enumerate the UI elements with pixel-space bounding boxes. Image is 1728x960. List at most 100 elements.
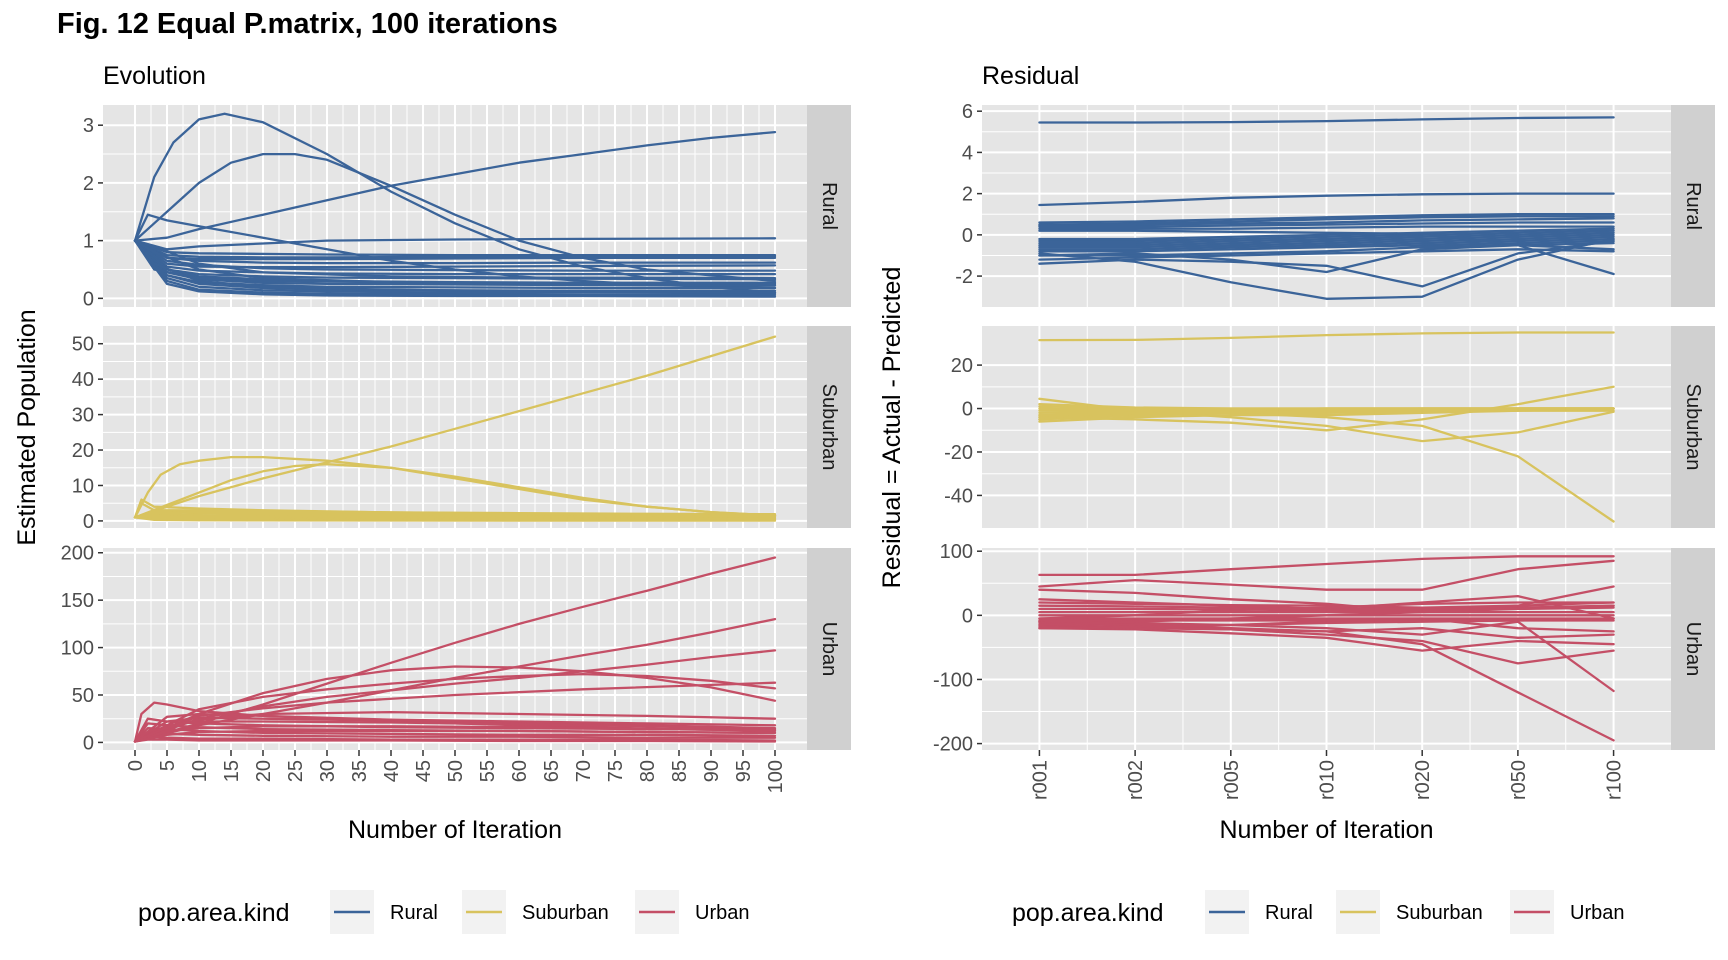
series-line-rural-17 [1038,248,1615,261]
y-tick-label: 0 [962,605,973,627]
series-line-rural-18 [1038,229,1615,251]
y-tick-label: 1 [83,231,94,253]
series-line-rural-7 [1038,217,1615,227]
series-line-rural-6 [133,239,777,259]
series-line-urban-17 [1038,594,1615,620]
series-line-rural-10 [1038,229,1615,243]
x-tick-label: 70 [573,760,595,782]
x-tick-label: r005 [1221,760,1243,800]
series-group [1038,116,1615,300]
facet-suburban: -40 -20 0 20 Suburban [944,326,1715,528]
facet-strip-label: Urban [818,622,840,676]
y-tick-label: 100 [940,541,973,563]
y-tick-label: 50 [72,685,94,707]
y-tick-label: 50 [72,334,94,356]
legend-label-rural: Rural [1265,902,1313,924]
x-tick-label: 80 [637,760,659,782]
y-tick-label: 0 [83,511,94,533]
series-line-rural-9 [133,239,777,269]
series-line-urban-17 [133,710,777,743]
series-line-urban-16 [1038,617,1615,630]
facet-strip [1671,105,1715,307]
y-tick-label: 40 [72,369,94,391]
x-tick-label: r001 [1029,760,1051,800]
series-line-rural-19 [133,239,777,298]
facet-strip-label: Suburban [1682,384,1704,471]
series-group [133,112,777,298]
chart-1: Residual-20246Rural-40-20020Suburban-200… [878,62,1715,934]
y-tick-label: 30 [72,405,94,427]
legend-label-rural: Rural [390,902,438,924]
series-line-rural-3 [1038,239,1615,288]
facet-strip [1671,548,1715,750]
x-axis-title: Number of Iteration [348,816,562,844]
series-line-rural-19 [1038,227,1615,241]
y-axis-title: Estimated Population [13,309,41,545]
y-tick-label: -2 [955,266,973,288]
series-line-suburban-0 [133,335,777,519]
facet-rural: 0 1 2 3 Rural [83,105,851,310]
series-line-rural-4 [133,237,777,251]
chart-subtitle: Residual [982,62,1079,90]
y-tick-label: -40 [944,485,973,507]
x-tick-label: 20 [253,760,275,782]
series-line-rural-12 [1038,233,1615,247]
series-line-suburban-13 [1038,407,1615,417]
series-line-urban-19 [1038,604,1615,627]
series-group [133,335,777,522]
y-tick-label: -20 [944,442,973,464]
series-line-urban-6 [1038,620,1615,693]
series-group [1038,331,1615,523]
facet-strip-label: Rural [818,182,840,230]
series-line-urban-8 [1038,617,1615,633]
series-line-rural-2 [133,130,777,242]
series-line-rural-0 [1038,116,1615,124]
y-tick-label: 20 [951,355,973,377]
y-tick-label: 0 [83,732,94,754]
x-axis-title: Number of Iteration [1220,816,1434,844]
facet-rural: -2 0 2 4 6 Rural [955,101,1715,307]
x-tick-label: 60 [509,760,531,782]
y-tick-label: 4 [962,142,973,164]
facet-urban: -200 -100 0 100 Urban [933,541,1715,756]
series-line-rural-10 [133,239,777,272]
series-line-suburban-2 [1038,385,1615,432]
x-tick-label: 5 [157,760,179,771]
facet-suburban: 0 10 20 30 40 50 Suburban [72,326,851,533]
facet-urban: 0 50 100 150 200 Urban [61,543,851,754]
x-tick-label: 10 [189,760,211,782]
y-tick-label: 100 [61,638,94,660]
facet-strip [807,326,851,528]
chart-subtitle: Evolution [103,62,206,90]
series-line-urban-0 [1038,555,1615,577]
y-tick-label: -200 [933,734,973,756]
x-tick-label: r020 [1412,760,1434,800]
y-tick-label: 0 [83,288,94,310]
series-line-rural-8 [1038,221,1615,228]
y-tick-label: 0 [962,399,973,421]
legend: pop.area.kind Rural Suburban Urban [1012,890,1624,934]
facet-strip-label: Suburban [818,384,840,471]
series-line-suburban-12 [133,510,777,519]
series-line-rural-13 [1038,235,1615,249]
legend-title: pop.area.kind [1012,899,1164,927]
x-tick-label: 65 [541,760,563,782]
x-tick-label: 90 [701,760,723,782]
y-tick-label: 2 [83,173,94,195]
y-axis-title: Residual = Actual - Predicted [878,267,906,589]
y-tick-label: 10 [72,475,94,497]
series-line-urban-12 [133,738,777,743]
x-tick-label: 85 [669,760,691,782]
y-tick-label: 150 [61,590,94,612]
series-line-urban-4 [133,672,777,743]
series-line-suburban-0 [1038,331,1615,342]
x-tick-label: r002 [1125,760,1147,800]
x-tick-label: 95 [733,760,755,782]
series-line-rural-11 [1038,231,1615,245]
series-line-rural-18 [133,239,777,297]
series-line-urban-4 [1038,627,1615,652]
series-line-rural-9 [1038,225,1615,230]
series-line-urban-18 [1038,601,1615,620]
